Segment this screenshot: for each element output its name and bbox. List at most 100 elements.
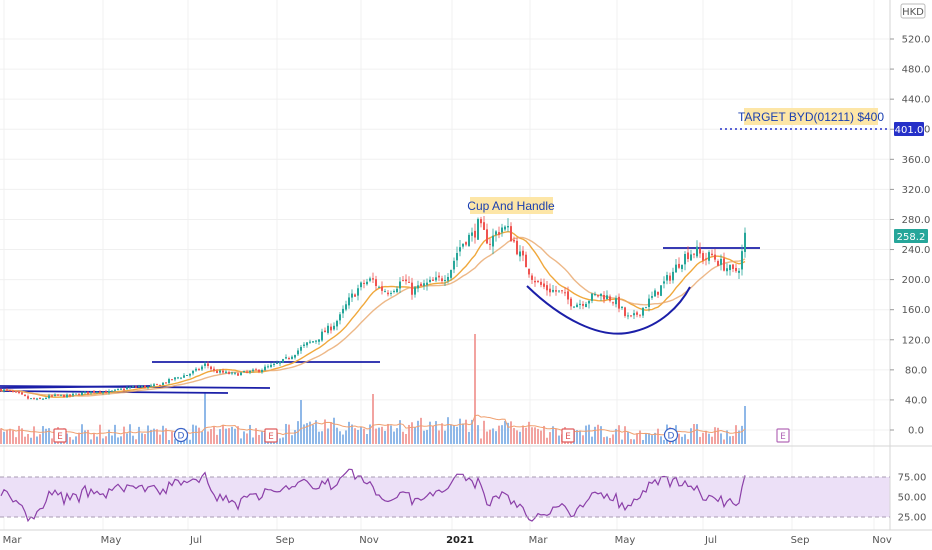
volume-bar — [435, 421, 437, 444]
earnings-marker[interactable]: E — [776, 428, 790, 443]
candle-body — [426, 282, 428, 285]
volume-bar — [318, 431, 320, 444]
volume-bar — [375, 428, 377, 444]
candle-body — [348, 297, 350, 306]
candle-body — [120, 388, 122, 390]
cup-handle-annotation[interactable]: Cup And Handle — [467, 197, 555, 214]
event-markers[interactable]: E E E ED D — [53, 427, 790, 443]
volume-bar — [309, 421, 311, 444]
candle-body — [60, 394, 62, 396]
volume-bar — [174, 439, 176, 444]
earnings-marker[interactable]: E — [561, 428, 575, 443]
volume-bar — [45, 428, 47, 444]
candle-body — [528, 268, 530, 275]
candle-body — [303, 344, 305, 347]
earnings-marker[interactable]: E — [53, 428, 67, 443]
candle-body — [525, 254, 527, 268]
dividend-marker[interactable]: D — [663, 427, 679, 443]
candle-body — [675, 264, 677, 273]
volume-bar — [477, 425, 479, 444]
price-axis[interactable]: 0.0 40.0 80.0 120.0 160.0 200.0 240.0 280.0 320.… — [890, 4, 930, 437]
dividend-marker[interactable]: D — [173, 427, 189, 443]
candle-body — [738, 270, 740, 273]
candle-body — [531, 275, 533, 280]
volume-bar — [444, 430, 446, 444]
candle-body — [21, 392, 23, 395]
candle-body — [258, 369, 260, 372]
candle-body — [201, 366, 203, 370]
earnings-marker[interactable]: E — [264, 428, 278, 443]
candle-body — [588, 301, 590, 304]
price-tick-label: 120.0 — [902, 335, 931, 346]
candle-body — [129, 387, 131, 389]
candle-body — [204, 363, 206, 366]
volume-bar — [621, 439, 623, 444]
price-tick-label: 240.0 — [902, 245, 931, 256]
volume-bar — [408, 424, 410, 444]
candle-body — [654, 290, 656, 297]
candle-body — [435, 277, 437, 281]
candle-body — [39, 398, 41, 400]
volume-bar — [150, 429, 152, 444]
volume-bar — [0, 428, 2, 444]
volume-bar — [531, 427, 533, 444]
candle-body — [309, 341, 311, 343]
candle-body — [291, 356, 293, 359]
volume-bar — [615, 428, 617, 444]
volume-bar — [696, 424, 698, 444]
candle-body — [333, 325, 335, 330]
volume-bar — [498, 425, 500, 444]
candle-body — [732, 264, 734, 269]
volume-bar — [717, 427, 719, 444]
candle-body — [492, 235, 494, 247]
candle-body — [249, 370, 251, 373]
candle-body — [30, 398, 32, 400]
candle-body — [360, 282, 362, 288]
candle-body — [648, 298, 650, 307]
volume-bar — [405, 434, 407, 444]
candle-body — [690, 254, 692, 261]
candle-body — [297, 350, 299, 355]
candle-body — [171, 379, 173, 381]
volume-bar — [351, 424, 353, 444]
volume-bar — [426, 429, 428, 444]
volume-bar — [636, 433, 638, 444]
volume-bar — [153, 428, 155, 444]
candle-body — [363, 282, 365, 284]
candle-body — [474, 230, 476, 238]
volume-bar — [642, 439, 644, 444]
volume-bar — [633, 439, 635, 444]
candles[interactable] — [0, 216, 746, 401]
candle-body — [84, 391, 86, 393]
volume-bar — [165, 428, 167, 444]
volume-bar — [711, 436, 713, 444]
volume-bar — [681, 436, 683, 444]
time-tick-label: Jul — [189, 535, 202, 546]
candle-body — [705, 258, 707, 260]
candle-body — [27, 396, 29, 399]
candle-body — [12, 391, 14, 393]
target-label-bg — [744, 108, 878, 125]
candle-body — [99, 391, 101, 393]
volume-bar — [141, 433, 143, 444]
candle-body — [270, 364, 272, 367]
candle-body — [687, 252, 689, 260]
candle-body — [504, 226, 506, 230]
candle-body — [555, 290, 557, 292]
earnings-marker-box — [264, 428, 278, 443]
cup-curve[interactable] — [526, 285, 691, 335]
target-annotation[interactable]: TARGET BYD(01211) $400 — [738, 108, 884, 125]
candle-body — [408, 281, 410, 283]
candle-body — [657, 291, 659, 295]
time-axis[interactable]: Mar May Jul Sep Nov 2021 Mar May Jul Sep Nov — [3, 535, 892, 546]
price-tick-label: 360.0 — [902, 155, 931, 166]
candle-body — [639, 314, 641, 316]
candle-body — [453, 260, 455, 270]
volume-bar — [450, 424, 452, 444]
currency-badge[interactable]: HKD — [900, 3, 926, 19]
candle-body — [576, 304, 578, 308]
candle-body — [552, 289, 554, 292]
volume-bar — [48, 428, 50, 444]
volume-bar — [291, 435, 293, 444]
